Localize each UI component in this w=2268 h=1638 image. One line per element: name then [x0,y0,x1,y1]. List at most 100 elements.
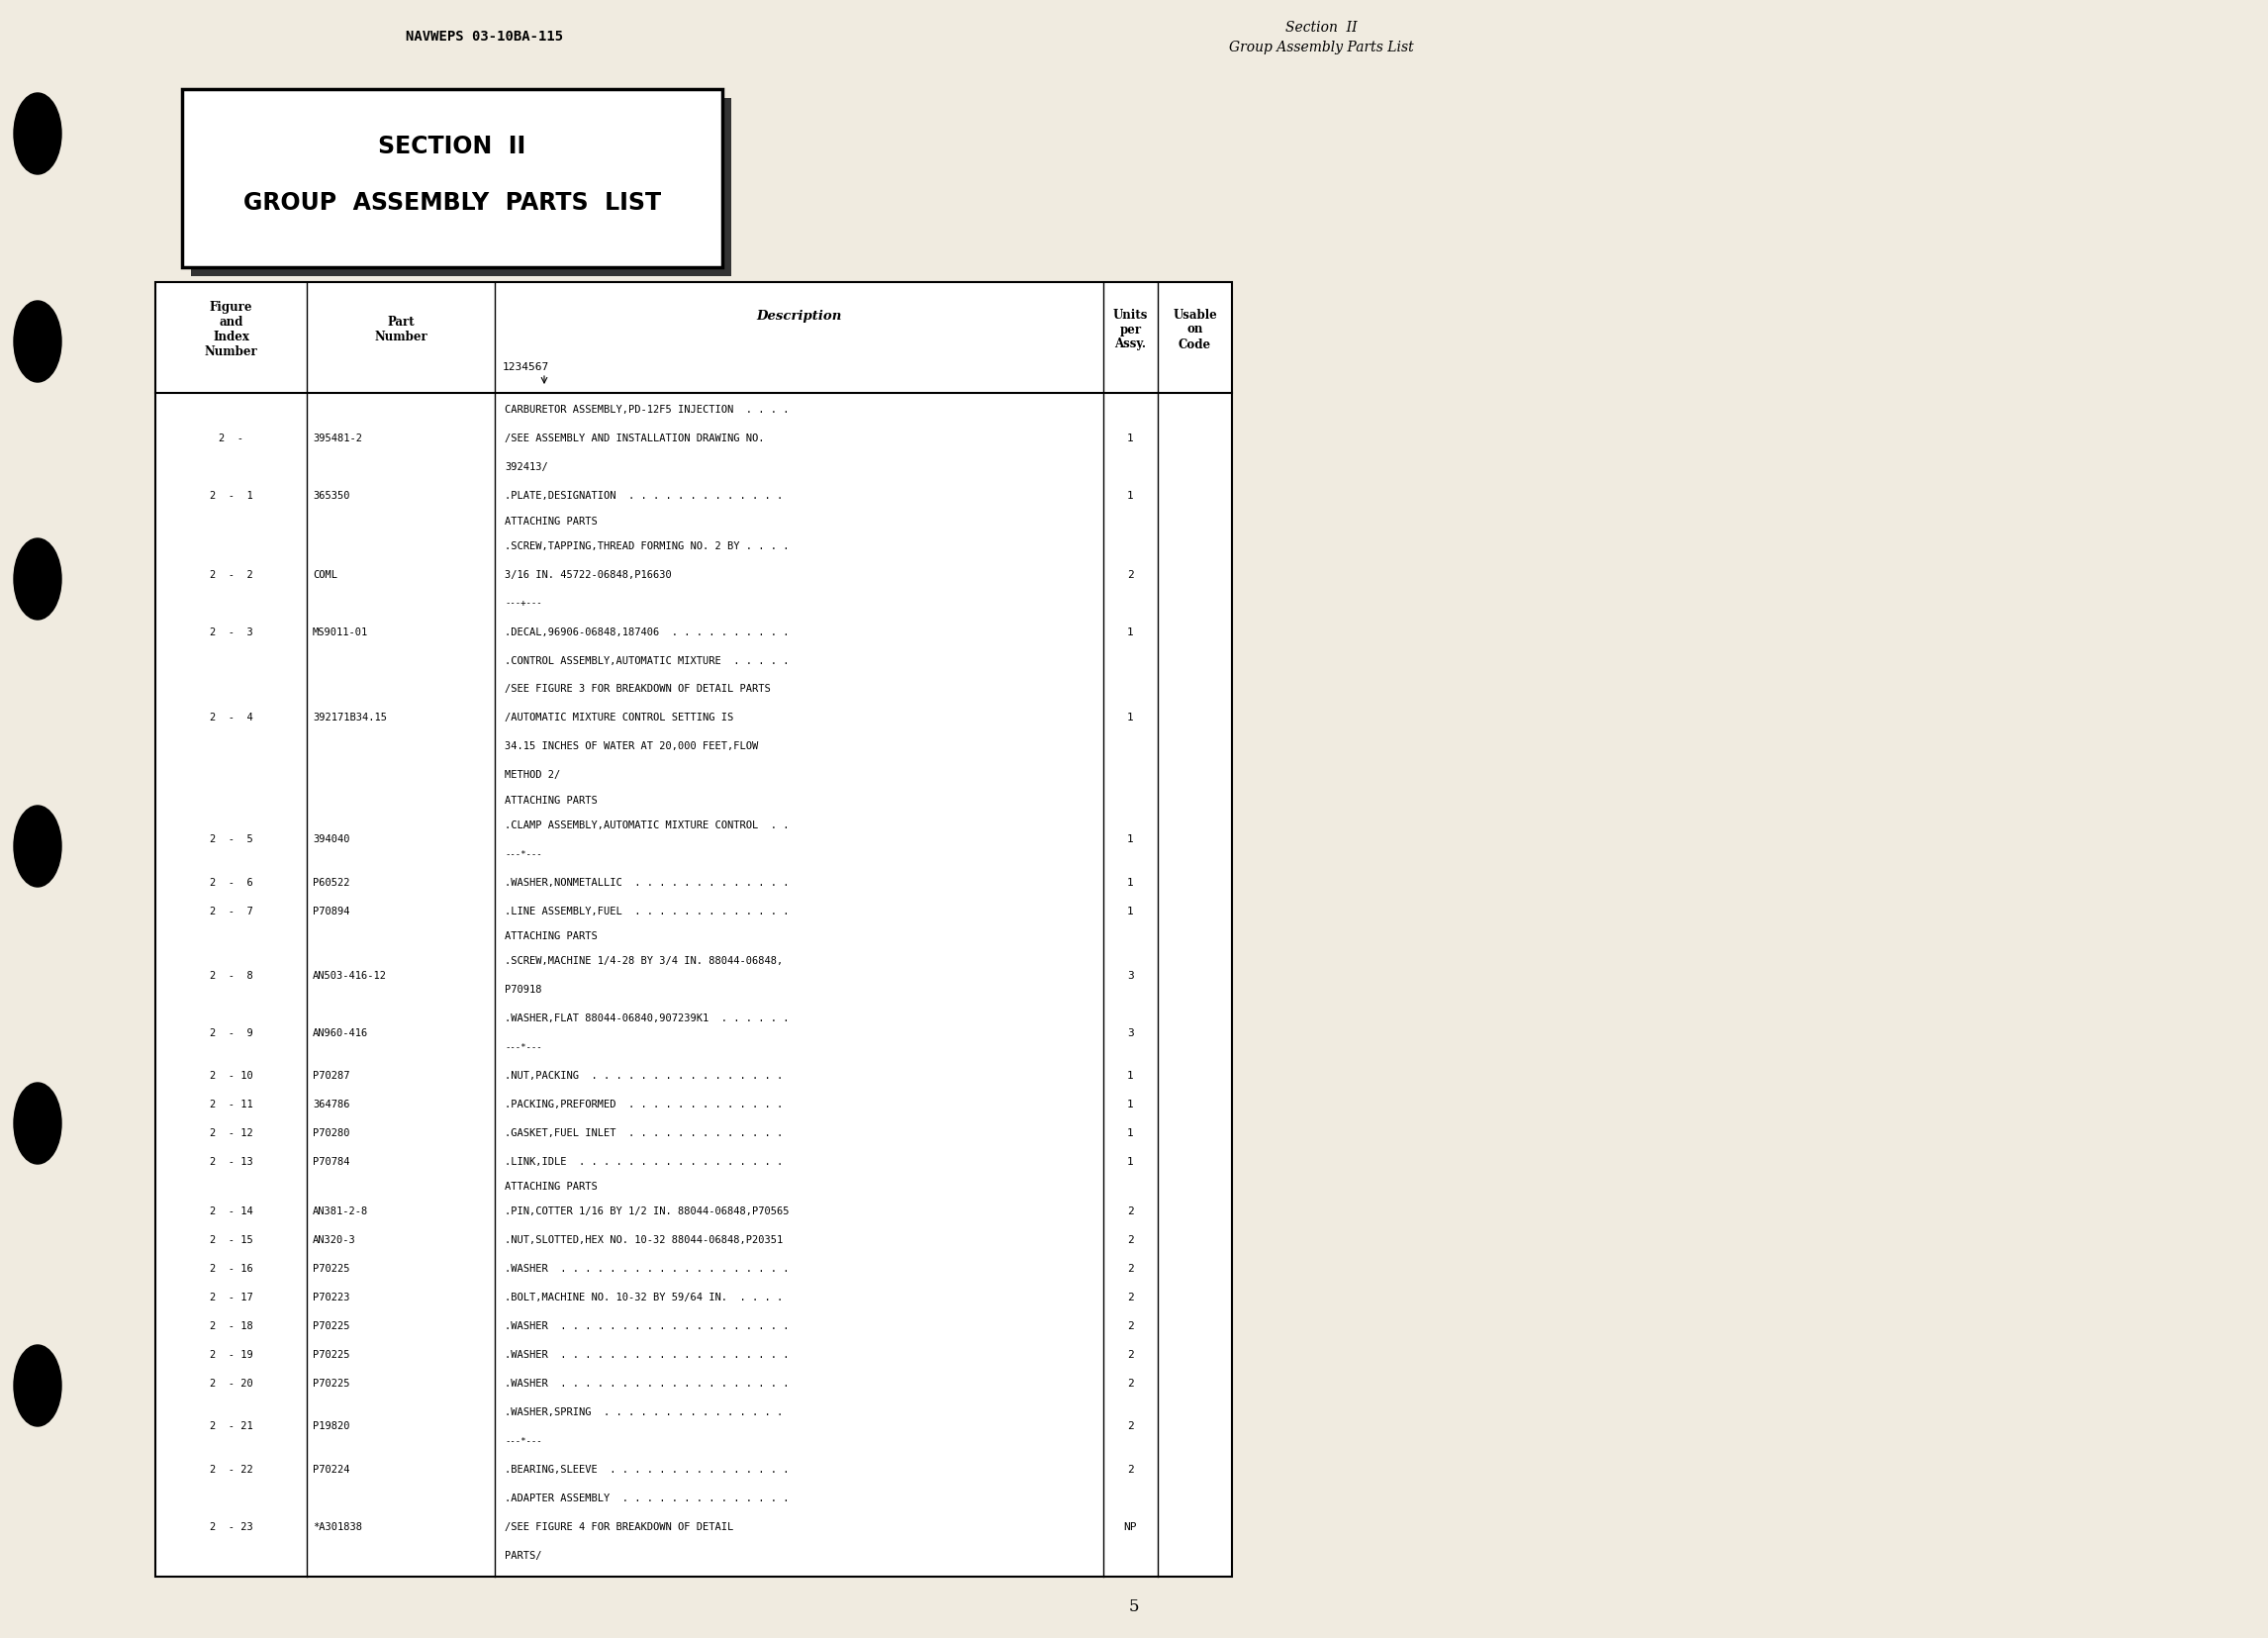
Text: METHOD 2/: METHOD 2/ [506,770,560,780]
Text: NAVWEPS 03-10BA-115: NAVWEPS 03-10BA-115 [406,29,565,44]
Text: 2  - 19: 2 - 19 [209,1350,252,1360]
Ellipse shape [14,1083,61,1165]
Text: .WASHER  . . . . . . . . . . . . . . . . . . .: .WASHER . . . . . . . . . . . . . . . . … [506,1322,789,1332]
Text: 1: 1 [1127,835,1134,845]
Text: 364786: 364786 [313,1099,349,1109]
Text: ---+---: ---+--- [506,600,542,608]
Text: PARTS/: PARTS/ [506,1551,542,1561]
Text: GROUP  ASSEMBLY  PARTS  LIST: GROUP ASSEMBLY PARTS LIST [243,192,660,215]
Text: 2  -: 2 - [218,434,243,444]
Text: Figure
and
Index
Number: Figure and Index Number [204,301,259,359]
Text: ---*---: ---*--- [506,850,542,858]
Text: Group Assembly Parts List: Group Assembly Parts List [1229,41,1413,54]
Text: 2  -  6: 2 - 6 [209,878,252,888]
Text: 1: 1 [1127,1071,1134,1081]
Ellipse shape [14,93,61,174]
Text: 395481-2: 395481-2 [313,434,363,444]
Text: COML: COML [313,570,338,580]
Text: P70225: P70225 [313,1379,349,1389]
Text: P70287: P70287 [313,1071,349,1081]
Ellipse shape [14,1345,61,1427]
Text: 3: 3 [1127,971,1134,981]
Text: 2  -  3: 2 - 3 [209,627,252,637]
Text: .NUT,PACKING  . . . . . . . . . . . . . . . .: .NUT,PACKING . . . . . . . . . . . . . .… [506,1071,782,1081]
Text: ---*---: ---*--- [506,1043,542,1052]
Text: P70223: P70223 [313,1292,349,1302]
Text: 2: 2 [1127,1235,1134,1245]
Text: Part
Number: Part Number [374,316,426,344]
Text: 3/16 IN. 45722-06848,P16630: 3/16 IN. 45722-06848,P16630 [506,570,671,580]
Text: .WASHER  . . . . . . . . . . . . . . . . . . .: .WASHER . . . . . . . . . . . . . . . . … [506,1350,789,1360]
Text: CARBURETOR ASSEMBLY,PD-12F5 INJECTION  . . . .: CARBURETOR ASSEMBLY,PD-12F5 INJECTION . … [506,405,789,414]
Text: SECTION  II: SECTION II [379,134,526,159]
Text: 2  - 18: 2 - 18 [209,1322,252,1332]
Text: 2  -  7: 2 - 7 [209,906,252,916]
Text: 2: 2 [1127,1292,1134,1302]
Text: 2  - 13: 2 - 13 [209,1156,252,1166]
Text: P70918: P70918 [506,984,542,994]
Text: 1: 1 [1127,906,1134,916]
Text: 365350: 365350 [313,491,349,501]
Text: 2: 2 [1127,1322,1134,1332]
Text: .DECAL,96906-06848,187406  . . . . . . . . . .: .DECAL,96906-06848,187406 . . . . . . . … [506,627,789,637]
Text: .ADAPTER ASSEMBLY  . . . . . . . . . . . . . .: .ADAPTER ASSEMBLY . . . . . . . . . . . … [506,1494,789,1504]
Text: Description: Description [755,310,841,323]
Text: 2  - 23: 2 - 23 [209,1522,252,1532]
Text: 2: 2 [1127,1207,1134,1217]
Text: 2: 2 [1127,1350,1134,1360]
Text: Usable
on
Code: Usable on Code [1173,308,1218,351]
Text: 2: 2 [1127,1265,1134,1274]
Text: P70225: P70225 [313,1265,349,1274]
Text: P70280: P70280 [313,1129,349,1138]
Bar [191,98,730,277]
Text: 34.15 INCHES OF WATER AT 20,000 FEET,FLOW: 34.15 INCHES OF WATER AT 20,000 FEET,FLO… [506,742,758,752]
Text: 392171B34.15: 392171B34.15 [313,713,388,722]
Text: 2  - 17: 2 - 17 [209,1292,252,1302]
Text: /SEE FIGURE 4 FOR BREAKDOWN OF DETAIL: /SEE FIGURE 4 FOR BREAKDOWN OF DETAIL [506,1522,733,1532]
Text: AN381-2-8: AN381-2-8 [313,1207,367,1217]
Text: 2: 2 [1127,1422,1134,1432]
Text: 2  - 14: 2 - 14 [209,1207,252,1217]
Text: 2  - 21: 2 - 21 [209,1422,252,1432]
Text: ATTACHING PARTS: ATTACHING PARTS [506,932,596,942]
Text: .CONTROL ASSEMBLY,AUTOMATIC MIXTURE  . . . . .: .CONTROL ASSEMBLY,AUTOMATIC MIXTURE . . … [506,655,789,665]
Text: 2  -  5: 2 - 5 [209,835,252,845]
Text: .BEARING,SLEEVE  . . . . . . . . . . . . . . .: .BEARING,SLEEVE . . . . . . . . . . . . … [506,1464,789,1474]
Text: 2: 2 [1127,570,1134,580]
Text: .WASHER,SPRING  . . . . . . . . . . . . . . .: .WASHER,SPRING . . . . . . . . . . . . .… [506,1407,782,1417]
Text: .WASHER  . . . . . . . . . . . . . . . . . . .: .WASHER . . . . . . . . . . . . . . . . … [506,1379,789,1389]
Text: *A301838: *A301838 [313,1522,363,1532]
Text: 2  -  9: 2 - 9 [209,1029,252,1038]
Text: P70225: P70225 [313,1322,349,1332]
Text: P70784: P70784 [313,1156,349,1166]
Text: 1: 1 [1127,1129,1134,1138]
Text: .WASHER  . . . . . . . . . . . . . . . . . . .: .WASHER . . . . . . . . . . . . . . . . … [506,1265,789,1274]
Ellipse shape [14,539,61,619]
Text: 2  -  1: 2 - 1 [209,491,252,501]
Text: .LINK,IDLE  . . . . . . . . . . . . . . . . .: .LINK,IDLE . . . . . . . . . . . . . . .… [506,1156,782,1166]
Text: 2  - 11: 2 - 11 [209,1099,252,1109]
Text: .CLAMP ASSEMBLY,AUTOMATIC MIXTURE CONTROL  . .: .CLAMP ASSEMBLY,AUTOMATIC MIXTURE CONTRO… [506,821,789,830]
Bar [154,282,1232,1577]
Text: 3: 3 [1127,1029,1134,1038]
Text: .PIN,COTTER 1/16 BY 1/2 IN. 88044-06848,P70565: .PIN,COTTER 1/16 BY 1/2 IN. 88044-06848,… [506,1207,789,1217]
Text: ATTACHING PARTS: ATTACHING PARTS [506,796,596,806]
Text: 392413/: 392413/ [506,462,549,472]
Text: .NUT,SLOTTED,HEX NO. 10-32 88044-06848,P20351: .NUT,SLOTTED,HEX NO. 10-32 88044-06848,P… [506,1235,782,1245]
Text: .LINE ASSEMBLY,FUEL  . . . . . . . . . . . . .: .LINE ASSEMBLY,FUEL . . . . . . . . . . … [506,906,789,916]
Text: P70894: P70894 [313,906,349,916]
Text: P19820: P19820 [313,1422,349,1432]
Text: 2  - 12: 2 - 12 [209,1129,252,1138]
Text: 1: 1 [1127,713,1134,722]
Text: ---*---: ---*--- [506,1437,542,1445]
Text: ATTACHING PARTS: ATTACHING PARTS [506,516,596,526]
Text: 2  - 15: 2 - 15 [209,1235,252,1245]
Text: P70224: P70224 [313,1464,349,1474]
Text: 1: 1 [1127,491,1134,501]
Text: .WASHER,FLAT 88044-06840,907239K1  . . . . . .: .WASHER,FLAT 88044-06840,907239K1 . . . … [506,1014,789,1024]
Bar [181,88,721,267]
Text: 2  - 22: 2 - 22 [209,1464,252,1474]
Text: 1234567: 1234567 [503,362,549,372]
Ellipse shape [14,806,61,886]
Text: 2: 2 [1127,1379,1134,1389]
